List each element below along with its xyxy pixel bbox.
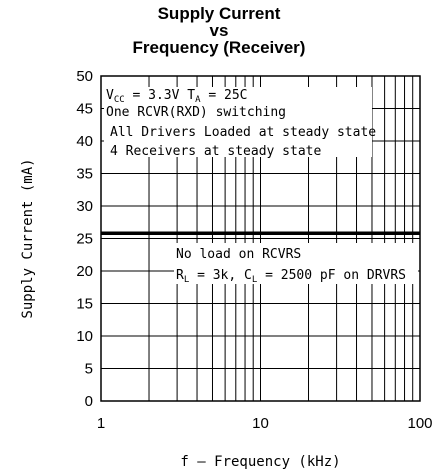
conditions-line-2: One RCVR(RXD) switching: [106, 105, 286, 120]
y-tick-label: 30: [76, 198, 93, 215]
chart-title-line-1: Supply Current: [157, 4, 281, 23]
load-background: [174, 243, 418, 284]
vcc-symbol: V: [106, 88, 114, 103]
rl-symbol: R: [176, 268, 184, 283]
y-tick-label: 40: [76, 133, 93, 150]
cl-subscript: L: [252, 275, 257, 285]
y-tick-label: 45: [76, 101, 93, 118]
load-annotation: No load on RCVRS RL = 3k, CL = 2500 pF o…: [174, 243, 418, 285]
x-tick-label: 10: [252, 415, 269, 432]
x-axis-label: f – Frequency (kHz): [180, 454, 340, 470]
y-axis-label: Supply Current (mA): [20, 158, 36, 318]
plot-frame: [100, 75, 421, 402]
y-tick-label: 25: [76, 231, 93, 248]
ta-value: = 25C: [201, 88, 248, 103]
chart-title-line-3: Frequency (Receiver): [132, 38, 306, 57]
rl-subscript: L: [184, 275, 189, 285]
y-tick-label: 10: [76, 328, 93, 345]
cl-value: = 2500 pF on DRVRS: [257, 268, 406, 283]
conditions-annotation: VCC = 3.3V TA = 25C One RCVR(RXD) switch…: [104, 87, 376, 159]
x-tick-labels: 1 10 100: [97, 415, 433, 432]
x-tick-label: 1: [97, 415, 105, 432]
y-tick-label: 50: [76, 68, 93, 85]
y-tick-label: 20: [76, 263, 93, 280]
y-tick-label: 15: [76, 296, 93, 313]
vcc-subscript: CC: [114, 95, 125, 105]
y-tick-labels: 0 5 10 15 20 25 30 35 40 45 50: [76, 68, 93, 410]
y-tick-label: 35: [76, 166, 93, 183]
conditions-line-3: All Drivers Loaded at steady state: [110, 125, 376, 140]
chart-title-line-2: vs: [209, 21, 229, 40]
conditions-background: [104, 87, 372, 157]
y-tick-label: 0: [85, 393, 93, 410]
conditions-line-4: 4 Receivers at steady state: [110, 144, 321, 159]
load-line-2: RL = 3k, CL = 2500 pF on DRVRS: [176, 268, 406, 285]
vcc-value: = 3.3V T: [125, 88, 196, 103]
x-tick-label: 100: [407, 415, 432, 432]
ta-subscript: A: [195, 95, 201, 105]
y-tick-label: 5: [85, 361, 93, 378]
rl-value: = 3k, C: [189, 268, 252, 283]
load-line-1: No load on RCVRS: [176, 247, 301, 262]
conditions-line-1: VCC = 3.3V TA = 25C: [106, 88, 248, 105]
